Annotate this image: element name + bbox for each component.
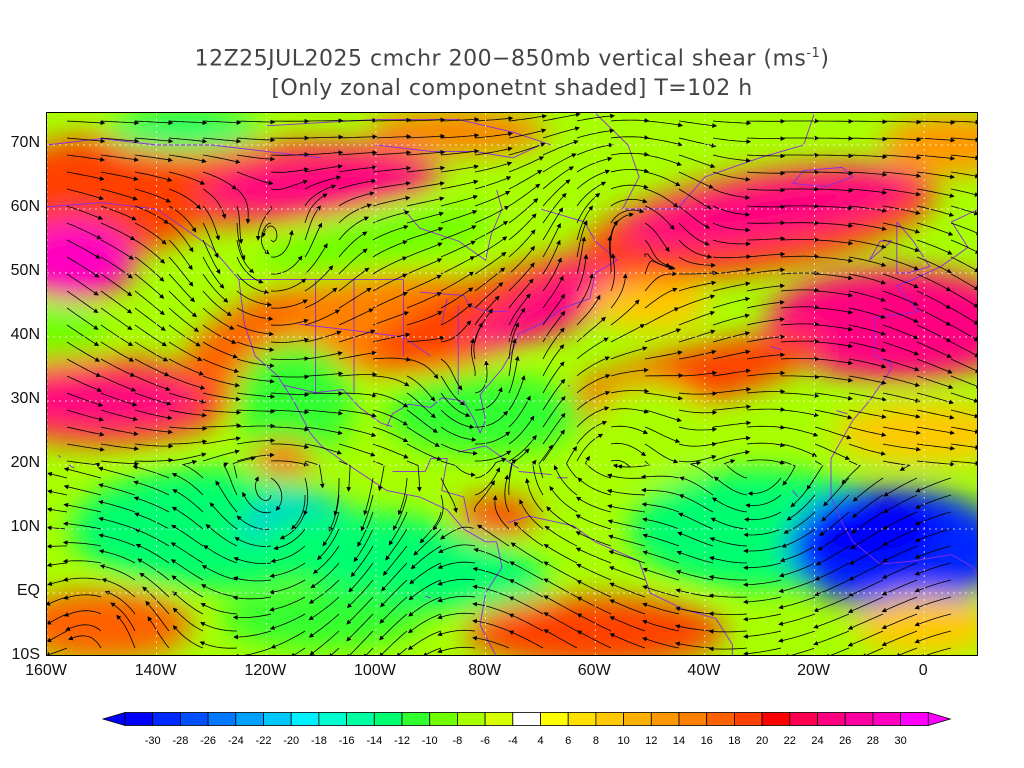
colorbar-box: [734, 712, 763, 726]
colorbar-label: -20: [283, 735, 299, 747]
colorbar-label: -30: [145, 735, 161, 747]
colorbar-box: [817, 712, 846, 726]
colorbar-box: [207, 712, 237, 726]
colorbar-box: [872, 712, 902, 726]
colorbar-box: [318, 712, 347, 726]
map-title-line2: [Only zonal componetnt shaded] T=102 h: [271, 76, 753, 101]
shear-map: [46, 112, 978, 656]
colorbar-label: 4: [537, 735, 543, 747]
colorbar-box: [235, 712, 264, 726]
colorbar-label: 12: [645, 735, 657, 747]
lon-tick-label: 40W: [687, 662, 721, 679]
colorbar-box: [512, 712, 541, 726]
colorbar-label: -22: [256, 735, 272, 747]
colorbar-box: [761, 712, 791, 726]
colorbar-label: 26: [839, 735, 851, 747]
colorbar-label: 8: [593, 735, 599, 747]
colorbar-label: -24: [228, 735, 244, 747]
colorbar-label: 10: [617, 735, 629, 747]
colorbar-label: 6: [565, 735, 571, 747]
colorbar: -30 -28 -26 -24 -22 -20 -18 -16 -14 -12 -10 -8 -6 -4 4…: [101, 711, 952, 747]
colorbar-label: 28: [867, 735, 879, 747]
colorbar-box: [650, 712, 680, 726]
map-canvas: [47, 113, 977, 655]
colorbar-low-arrow: [101, 711, 126, 727]
colorbar-box: [346, 712, 375, 726]
colorbar-box: [290, 712, 320, 726]
lon-tick-label: 0: [918, 662, 928, 679]
colorbar-label: 20: [756, 735, 768, 747]
colorbar-box: [401, 712, 431, 726]
colorbar-label: -14: [366, 735, 382, 747]
lat-tick-label: 70N: [10, 134, 40, 151]
colorbar-box: [152, 712, 181, 726]
colorbar-label: 24: [811, 735, 823, 747]
lat-tick-label: 30N: [10, 390, 40, 407]
colorbar-box: [373, 712, 403, 726]
colorbar-box: [789, 712, 818, 726]
colorbar-label: 16: [701, 735, 713, 747]
lat-tick-label: EQ: [16, 582, 40, 599]
colorbar-box: [179, 712, 209, 726]
lat-tick-label: 20N: [10, 454, 40, 471]
colorbar-box: [623, 712, 652, 726]
colorbar-label: 14: [673, 735, 685, 747]
lon-tick-label: 160W: [25, 662, 67, 679]
lat-tick-label: 60N: [10, 198, 40, 215]
lat-tick-label: 10N: [10, 518, 40, 535]
colorbar-box: [263, 712, 292, 726]
lon-tick-label: 20W: [797, 662, 830, 679]
colorbar-label: -4: [508, 735, 518, 747]
colorbar-box: [124, 712, 154, 726]
colorbar-high-arrow: [927, 711, 952, 727]
lon-tick-label: 140W: [134, 662, 177, 679]
colorbar-label: -8: [453, 735, 463, 747]
colorbar-label: 18: [728, 735, 740, 747]
colorbar-label: 22: [784, 735, 796, 747]
lon-tick-label: 100W: [354, 662, 396, 679]
colorbar-box: [429, 712, 458, 726]
lon-tick-label: 80W: [468, 662, 502, 679]
colorbar-label: -18: [311, 735, 327, 747]
colorbar-label: -26: [200, 735, 216, 747]
colorbar-label: -10: [422, 735, 438, 747]
colorbar-box: [900, 712, 929, 726]
colorbar-label: -28: [172, 735, 188, 747]
colorbar-box: [456, 712, 486, 726]
colorbar-box: [706, 712, 735, 726]
colorbar-box: [567, 712, 597, 726]
colorbar-box: [595, 712, 625, 726]
colorbar-label: -16: [339, 735, 355, 747]
colorbar-label: 30: [894, 735, 906, 747]
colorbar-box: [678, 712, 708, 726]
lat-tick-label: 10S: [11, 646, 40, 663]
colorbar-label: -12: [394, 735, 410, 747]
lon-tick-label: 120W: [244, 662, 287, 679]
colorbar-box: [540, 712, 569, 726]
lat-tick-label: 40N: [10, 326, 40, 343]
colorbar-box: [844, 712, 874, 726]
lat-tick-label: 50N: [10, 262, 40, 279]
map-title-line1: 12Z25JUL2025 cmchr 200−850mb vertical sh…: [194, 46, 830, 72]
colorbar-label: -6: [480, 735, 490, 747]
lon-tick-label: 60W: [577, 662, 611, 679]
colorbar-box: [484, 712, 514, 726]
